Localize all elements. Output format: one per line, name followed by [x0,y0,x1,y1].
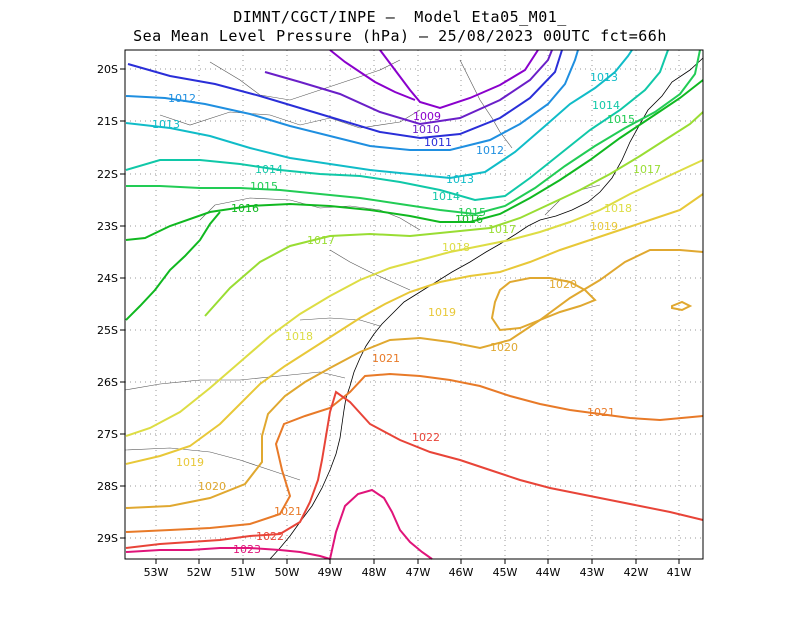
isobar-label: 1012 [168,92,196,105]
isobar-label: 1023 [233,543,261,556]
lon-tick-label: 43W [580,566,605,579]
isobar-1009-b [329,49,416,101]
lat-tick-label: 20S [97,63,118,76]
lon-tick-label: 52W [187,566,212,579]
lat-tick-label: 21S [97,115,118,128]
isobar-1014 [125,49,669,202]
y-axis-labels: 20S 21S 22S 23S 24S 25S 26S 27S 28S 29S [97,63,118,545]
isobar-label: 1019 [176,456,204,469]
isobar-1016-west [125,211,221,321]
isobar-label: 1014 [432,190,460,203]
isobar-label: 1017 [307,234,335,247]
lon-tick-label: 47W [406,566,431,579]
isobar-label: 1015 [607,113,635,126]
chart-title-line-1: DIMNT/CGCT/INPE – Model Eta05_M01_ [233,8,567,26]
isobar-label: 1020 [549,278,577,291]
lat-tick-label: 25S [97,324,118,337]
isobar-1023-b [329,488,433,560]
tick-marks [120,68,680,564]
isobar-label: 1012 [476,144,504,157]
isobar-1020-cell [490,277,597,332]
isobar-label: 1013 [446,173,474,186]
isobar-label: 1016 [231,202,259,215]
isobar-1020 [125,249,704,509]
lon-tick-label: 42W [624,566,649,579]
x-axis-labels: 53W 52W 51W 50W 49W 48W 47W 46W 45W 44W … [144,566,692,579]
isobar-label: 1018 [604,202,632,215]
lat-tick-label: 26S [97,376,118,389]
lon-tick-label: 41W [667,566,692,579]
isobar-label: 1018 [442,241,470,254]
lon-tick-label: 46W [449,566,474,579]
isobar-1021 [125,372,704,533]
isobar-label: 1021 [274,505,302,518]
isobar-label: 1016 [455,213,483,226]
isobar-1009 [379,49,539,110]
plot-background [125,50,703,559]
isobar-label: 1013 [590,71,618,84]
isobar-label: 1019 [428,306,456,319]
isobar-label: 1020 [198,480,226,493]
isobar-1017 [204,111,704,317]
isobar-label: 1022 [256,530,284,543]
lat-tick-label: 23S [97,220,118,233]
isobar-label: 1020 [490,341,518,354]
lat-tick-label: 28S [97,480,118,493]
lon-tick-label: 51W [231,566,256,579]
lon-tick-label: 48W [362,566,387,579]
isobar-1011 [127,49,563,140]
isobar-label: 1021 [587,406,615,419]
isobar-1010 [264,49,553,126]
lat-tick-label: 24S [97,272,118,285]
isobar-label: 1017 [488,223,516,236]
lat-tick-label: 29S [97,532,118,545]
chart-title-line-2: Sea Mean Level Pressure (hPa) – 25/08/20… [133,27,667,45]
isobar-label: 1019 [590,220,618,233]
isobar-label: 1009 [413,110,441,123]
isobar-1013 [125,49,633,180]
lon-tick-label: 45W [493,566,518,579]
isobar-1015 [126,49,701,216]
isobar-1012 [125,49,579,151]
isobar-label: 1013 [152,118,180,131]
isobar-1023 [125,547,331,560]
plot-frame [124,49,704,560]
isobar-label: 1021 [372,352,400,365]
lon-tick-label: 53W [144,566,169,579]
lon-tick-label: 50W [275,566,300,579]
isobar-lines [125,49,704,560]
isobar-label: 1010 [412,123,440,136]
isobar-1019 [125,193,704,465]
isobar-label: 1022 [412,431,440,444]
isobar-label: 1018 [285,330,313,343]
isobar-label: 1011 [424,136,452,149]
isobar-1016 [125,79,704,241]
isobar-labels: 1009 1010 1011 1012 1012 1013 1013 1013 … [152,71,661,556]
isobar-label: 1014 [592,99,620,112]
lat-tick-label: 22S [97,168,118,181]
isobar-label: 1015 [250,180,278,193]
isobar-1022 [125,390,704,549]
isobar-label: 1017 [633,163,661,176]
isobar-1018 [125,159,704,437]
lat-tick-label: 27S [97,428,118,441]
isobar-label: 1015 [458,206,486,219]
lon-tick-label: 49W [318,566,343,579]
isobar-label: 1014 [255,163,283,176]
lon-tick-label: 44W [536,566,561,579]
isobar-1020-small [671,300,693,312]
